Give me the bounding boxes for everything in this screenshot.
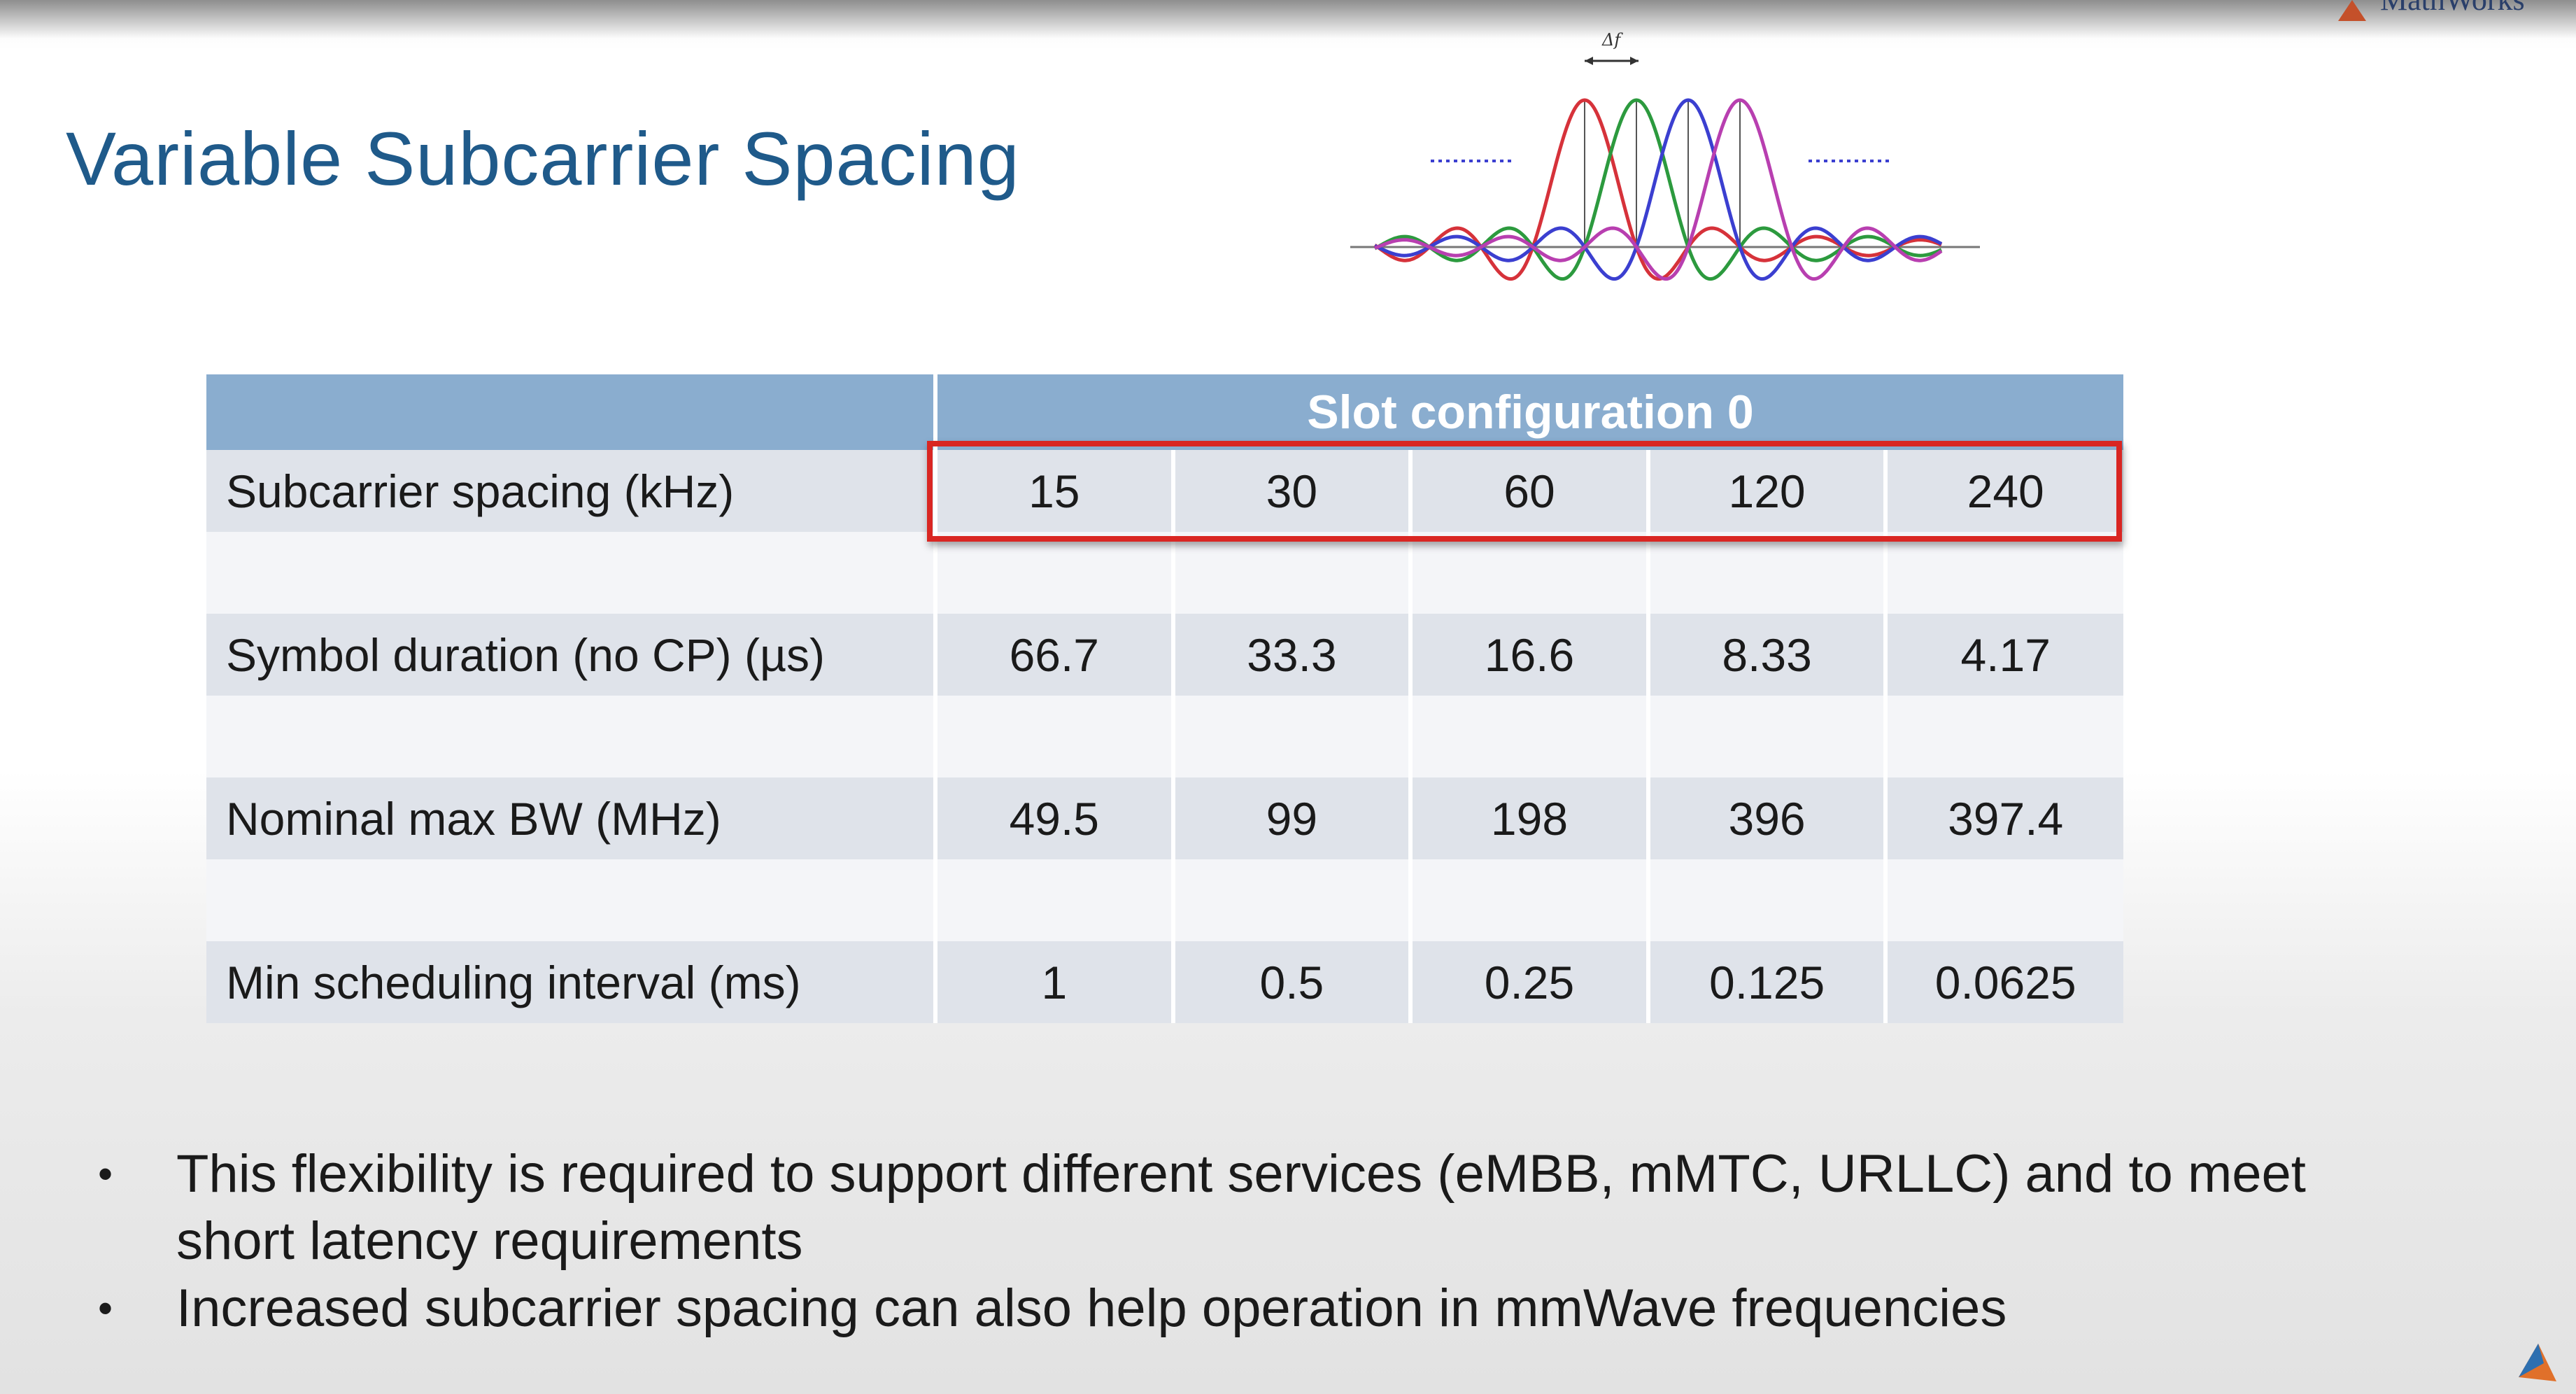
row-label: Min scheduling interval (ms) xyxy=(206,941,937,1023)
table-cell: 33.3 xyxy=(1173,614,1413,696)
table-cell: 15 xyxy=(935,450,1175,532)
table-cell: 240 xyxy=(1885,450,2123,532)
subcarrier-curve xyxy=(1373,98,1943,281)
table-cell: 99 xyxy=(1173,777,1413,859)
bullet-text: This flexibility is required to support … xyxy=(176,1144,2306,1271)
table-cell: 0.125 xyxy=(1648,941,1888,1023)
table-cell: 30 xyxy=(1173,450,1413,532)
table-cell: 49.5 xyxy=(935,777,1175,859)
subcarrier-table-container: Slot configuration 0 Subcarrier spacing … xyxy=(206,374,2123,1023)
subcarrier-table: Slot configuration 0 Subcarrier spacing … xyxy=(206,374,2123,1023)
row-label: Symbol duration (no CP) (µs) xyxy=(206,614,937,696)
table-cell: 66.7 xyxy=(935,614,1175,696)
table-row-symbol-duration: Symbol duration (no CP) (µs) 66.7 33.3 1… xyxy=(206,614,2123,696)
bullet-list: • This flexibility is required to suppor… xyxy=(98,1141,2407,1342)
table-cell: 1 xyxy=(935,941,1175,1023)
bullet-marker: • xyxy=(98,1285,113,1332)
table-row-nominal-max-bw: Nominal max BW (MHz) 49.5 99 198 396 397… xyxy=(206,777,2123,859)
table-row-min-scheduling-interval: Min scheduling interval (ms) 1 0.5 0.25 … xyxy=(206,941,2123,1023)
table-cell: 4.17 xyxy=(1885,614,2123,696)
bullet-item: • Increased subcarrier spacing can also … xyxy=(98,1275,2407,1342)
table-header-row: Slot configuration 0 xyxy=(206,374,2123,450)
table-cell: 0.25 xyxy=(1410,941,1650,1023)
delta-label: Δf xyxy=(1601,30,1623,50)
bullet-item: • This flexibility is required to suppor… xyxy=(98,1141,2407,1275)
table-spacer-row xyxy=(206,696,2123,777)
table-cell: 0.5 xyxy=(1173,941,1413,1023)
subcarrier-waveform-figure: Δf xyxy=(1350,24,1994,332)
matlab-logo-icon xyxy=(2513,1342,2562,1384)
table-cell: 120 xyxy=(1648,450,1888,532)
subcarrier-curve xyxy=(1374,98,1943,281)
table-cell: 0.0625 xyxy=(1885,941,2123,1023)
table-cell: 397.4 xyxy=(1885,777,2123,859)
video-top-shade xyxy=(0,0,2576,38)
table-cell: 60 xyxy=(1410,450,1650,532)
table-cell: 16.6 xyxy=(1410,614,1650,696)
svg-text:MathWorks: MathWorks xyxy=(2380,0,2525,17)
bullet-text: Increased subcarrier spacing can also he… xyxy=(176,1279,2007,1338)
row-label: Subcarrier spacing (kHz) xyxy=(206,450,937,532)
slide-title: Variable Subcarrier Spacing xyxy=(66,116,1020,202)
table-spacer-row xyxy=(206,859,2123,941)
table-cell: 8.33 xyxy=(1648,614,1888,696)
table-cell: 198 xyxy=(1410,777,1650,859)
table-spacer-row xyxy=(206,532,2123,614)
row-label: Nominal max BW (MHz) xyxy=(206,777,937,859)
bullet-marker: • xyxy=(98,1150,113,1197)
table-header-blank xyxy=(206,374,937,450)
slot-configuration-header: Slot configuration 0 xyxy=(935,374,2123,450)
table-row-subcarrier-spacing: Subcarrier spacing (kHz) 15 30 60 120 24… xyxy=(206,450,2123,532)
subcarrier-curve xyxy=(1373,98,1942,281)
table-cell: 396 xyxy=(1648,777,1888,859)
mathworks-logo: MathWorks xyxy=(2338,0,2548,21)
